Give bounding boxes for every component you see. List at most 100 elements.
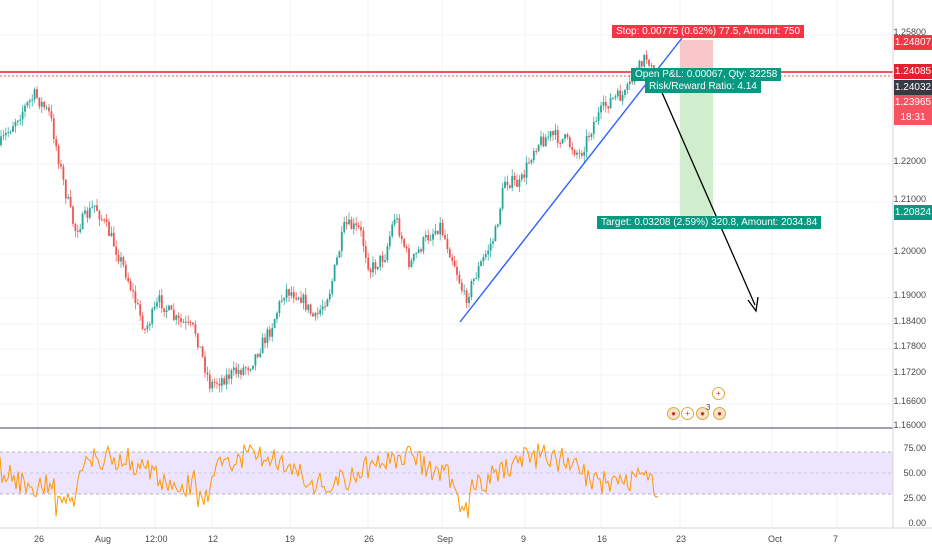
candle-body [134,291,137,304]
candle-body [405,246,408,249]
stop-label[interactable]: Stop: 0.00775 (0.62%) 77.5, Amount: 750 [612,25,805,38]
candle-body [648,59,650,66]
candle-body [81,213,84,230]
candle-body [357,225,360,227]
time-tick: 26 [34,534,45,544]
candle-body [187,321,190,323]
candle-body [328,293,331,300]
candle-body [283,297,286,301]
candle-body [148,324,151,326]
candle-body [444,235,446,239]
candle-body [516,180,518,187]
candle-body [348,219,350,225]
candle-body [12,126,14,132]
candle-body [475,278,478,280]
candle-body [91,206,94,208]
candle-body [297,297,300,300]
candle-body [333,264,336,282]
candle-body [554,130,557,136]
time-tick: 7 [833,534,839,544]
candle-body [573,150,576,155]
countdown-tag: 18:31 [894,110,932,125]
candle-body [43,101,46,108]
candle-body [424,234,427,238]
candle-body [439,222,442,235]
candle-body [72,206,74,224]
candle-body [7,131,10,133]
candle-body [537,144,540,151]
candle-body [62,166,65,180]
candle-body [108,221,110,236]
candle-body [84,210,86,214]
time-tick: 19 [285,534,296,544]
candle-body [208,374,211,389]
candle-body [559,143,562,145]
price-tick: 1.21000 [893,194,926,204]
candle-body [86,210,89,218]
candle-body [410,260,413,267]
rsi-tick: 50.00 [903,468,926,478]
candle-body [552,131,554,136]
candle-body [640,60,643,67]
candle-body [458,274,461,283]
event-alert-icon[interactable]: + [681,407,694,420]
candle-body [79,229,82,232]
candle-body [374,262,377,270]
candle-body [180,318,182,322]
candle-body [607,106,610,109]
candle-body [645,54,648,60]
prev-price-tag: 1.23965 [894,95,932,110]
candle-body [151,308,154,325]
candle-body [254,354,257,366]
candle-body [326,299,329,307]
candle-body [621,95,624,101]
candle-body [177,315,180,319]
candle-body [21,111,24,120]
target-label[interactable]: Target: 0.03208 (2.59%) 320.8, Amount: 2… [597,216,822,229]
candle-body [535,150,538,152]
candle-body [528,162,530,164]
price-tick: 1.20000 [893,246,926,256]
candle-body [175,315,178,320]
rsi-tick: 0.00 [908,518,926,528]
event-flag-icon[interactable]: ● [667,407,680,420]
candle-body [216,382,218,384]
candle-body [429,239,432,241]
candle-body [470,281,473,297]
candle-body [33,89,36,100]
candle-body [367,257,370,270]
projection-arrow[interactable] [659,87,756,306]
candle-body [67,196,70,199]
time-tick: Aug [95,534,112,544]
time-tick: 16 [597,534,608,544]
candle-body [307,304,310,310]
candle-body [9,131,12,133]
risk-reward-label[interactable]: Risk/Reward Ratio: 4.14 [645,80,761,93]
event-flag-icon[interactable]: ● [696,407,709,420]
candle-body [26,102,29,106]
candle-body [304,294,307,310]
candle-body [484,253,487,258]
candle-body [523,174,526,178]
pnl-label[interactable]: Open P&L: 0.00067, Qty: 32258 [631,68,782,81]
candle-body [204,356,206,373]
target-zone[interactable] [680,73,713,223]
event-flag-icon[interactable]: ● [713,407,726,420]
candle-body [16,120,19,123]
price-candles [0,50,655,393]
candle-body [57,146,60,165]
candle-body [249,369,252,371]
candle-body [352,223,355,230]
candle-body [619,90,622,101]
candle-body [156,302,158,307]
entry-price-tag: 1.24085 [894,64,932,79]
candle-body [508,185,511,188]
event-alert-icon[interactable]: + [712,387,725,400]
candle-body [273,319,276,329]
candle-body [578,152,581,154]
candle-body [525,162,528,178]
stop-zone[interactable] [680,40,713,73]
candle-body [451,257,454,261]
